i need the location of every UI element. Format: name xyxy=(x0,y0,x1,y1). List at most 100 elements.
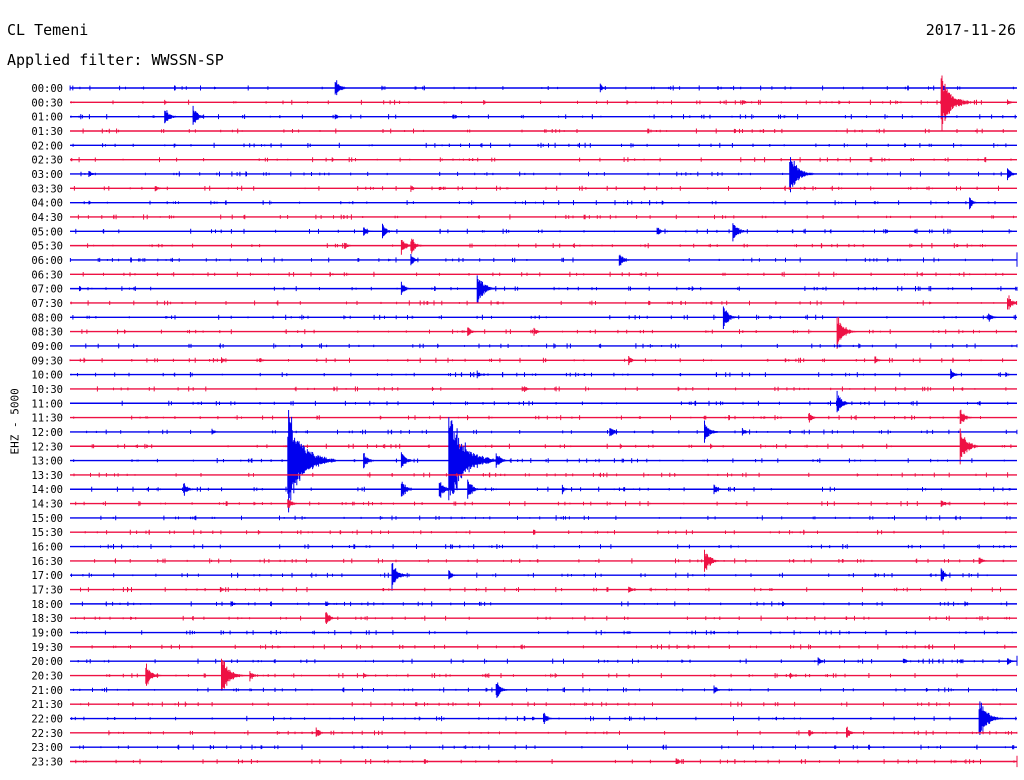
row-label: 18:30 xyxy=(31,613,63,625)
seismic-event xyxy=(173,143,183,148)
seismic-event xyxy=(230,601,242,607)
trace-noise xyxy=(71,715,1017,722)
seismic-event xyxy=(164,99,175,105)
trace-noise xyxy=(73,185,999,191)
seismic-event xyxy=(940,568,954,582)
row-label: 07:30 xyxy=(31,298,63,310)
seismic-event xyxy=(287,410,336,513)
row-label: 15:30 xyxy=(31,527,63,539)
row-label: 13:00 xyxy=(31,456,63,468)
row-label: 13:30 xyxy=(31,470,63,482)
row-label: 12:30 xyxy=(31,441,63,453)
row-label: 04:00 xyxy=(31,198,63,210)
seismic-event xyxy=(978,701,1004,735)
seismic-event xyxy=(902,658,914,664)
row-label: 08:30 xyxy=(31,327,63,339)
trace-noise xyxy=(80,701,1001,707)
row-label: 22:30 xyxy=(31,728,63,740)
row-label: 17:00 xyxy=(31,570,63,582)
seismic-event xyxy=(410,254,423,266)
row-label: 03:00 xyxy=(31,169,63,181)
trace-noise xyxy=(82,271,1004,277)
seismic-event xyxy=(476,275,498,304)
row-label: 21:00 xyxy=(31,685,63,697)
trace-noise xyxy=(70,157,1012,163)
seismic-event xyxy=(192,105,209,125)
trace-noise xyxy=(100,515,1011,521)
trace-noise xyxy=(87,243,986,249)
seismic-event xyxy=(495,682,511,698)
seismic-event xyxy=(713,685,725,694)
seismic-event xyxy=(467,479,484,499)
trace-noise xyxy=(85,343,1013,349)
seismic-event xyxy=(950,368,963,379)
seismic-event xyxy=(656,227,669,235)
row-label: 11:30 xyxy=(31,413,63,425)
seismic-event xyxy=(400,481,417,497)
trace-noise xyxy=(80,587,1001,593)
seismic-event xyxy=(988,313,1001,322)
row-label: 06:00 xyxy=(31,255,63,267)
seismic-event xyxy=(561,484,574,495)
row-label: 04:30 xyxy=(31,212,63,224)
seismic-event xyxy=(628,586,640,593)
row-label: 03:30 xyxy=(31,183,63,195)
trace-noise xyxy=(77,630,1013,636)
trace-noise xyxy=(79,286,1017,292)
seismic-event xyxy=(808,730,820,737)
seismic-event xyxy=(249,671,262,682)
seismic-event xyxy=(448,417,497,501)
seismic-event xyxy=(836,390,854,413)
row-label: 18:00 xyxy=(31,599,63,611)
seismic-event xyxy=(221,658,246,691)
seismic-event xyxy=(145,416,155,419)
trace-noise xyxy=(121,400,1009,406)
seismic-event xyxy=(874,356,886,364)
seismic-event xyxy=(363,672,374,679)
seismic-event xyxy=(732,223,750,242)
trace-noise xyxy=(81,601,1008,607)
seismic-event xyxy=(599,83,611,93)
seismic-event xyxy=(789,672,800,679)
seismic-event xyxy=(476,370,489,379)
trace-noise xyxy=(77,214,1014,220)
trace-noise xyxy=(83,200,996,206)
seismic-event xyxy=(495,453,511,468)
seismic-event xyxy=(543,712,556,724)
seismic-event xyxy=(183,483,197,496)
row-label: 08:00 xyxy=(31,312,63,324)
trace-noise xyxy=(73,687,1017,693)
seismic-event xyxy=(287,499,301,508)
seismic-event xyxy=(363,453,379,469)
applied-filter: Applied filter: WWSSN-SP xyxy=(7,51,224,69)
trace-noise xyxy=(75,758,1015,765)
trace-noise xyxy=(108,730,1018,736)
trace-noise xyxy=(70,99,1012,105)
row-label: 21:30 xyxy=(31,699,63,711)
row-labels: 00:00 00:30 01:00 01:30 02:00 02:30 03:00 03:30… xyxy=(31,83,63,769)
row-label: 20:00 xyxy=(31,656,63,668)
row-label: 09:30 xyxy=(31,355,63,367)
row-label: 05:00 xyxy=(31,226,63,238)
seismic-event xyxy=(817,657,830,666)
seismic-event xyxy=(675,758,688,764)
trace-noise xyxy=(75,615,1010,621)
seismic-event xyxy=(940,75,972,132)
seismic-event xyxy=(524,386,535,392)
row-label: 16:00 xyxy=(31,542,63,554)
seismic-event xyxy=(1007,99,1017,105)
row-label: 15:00 xyxy=(31,513,63,525)
trace-noise xyxy=(84,544,1011,550)
trace-noise xyxy=(79,744,1015,750)
seismic-event xyxy=(789,157,815,193)
seismic-event xyxy=(609,428,623,437)
seismic-event xyxy=(400,281,414,295)
seismic-event xyxy=(334,114,346,120)
row-label: 14:30 xyxy=(31,499,63,511)
trace-noise xyxy=(94,558,1005,564)
trace-noise xyxy=(69,85,1014,91)
seismic-event xyxy=(704,549,723,572)
seismic-event xyxy=(382,223,396,239)
seismic-event xyxy=(211,428,223,435)
seismic-event xyxy=(1007,295,1017,310)
